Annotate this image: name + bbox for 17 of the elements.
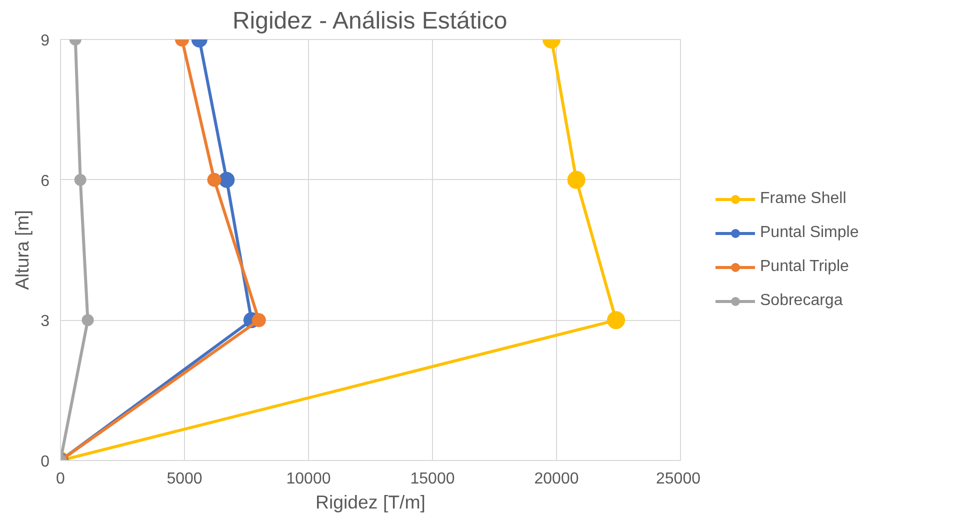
chart-title: Rigidez - Análisis Estático [232,8,508,34]
y-tick-label: 9 [40,32,50,50]
x-tick-label: 5000 [166,470,202,488]
x-axis-title: Rigidez [T/m] [316,492,426,512]
y-tick-label: 3 [40,313,50,330]
x-tick-label: 10000 [286,470,331,488]
y-tick-label: 6 [40,172,50,190]
x-tick-label: 15000 [410,470,455,488]
y-tick-label: 0 [40,454,50,470]
x-tick-label: 0 [56,470,66,488]
legend-label: Frame Shell [760,190,846,208]
legend-label: Puntal Triple [760,258,849,276]
x-tick-label: 20000 [534,470,579,488]
x-tick-label: 25000 [656,470,701,488]
legend-label: Sobrecarga [760,292,843,310]
legend-label: Puntal Simple [760,224,859,242]
y-axis-title: Altura [m] [12,210,33,290]
